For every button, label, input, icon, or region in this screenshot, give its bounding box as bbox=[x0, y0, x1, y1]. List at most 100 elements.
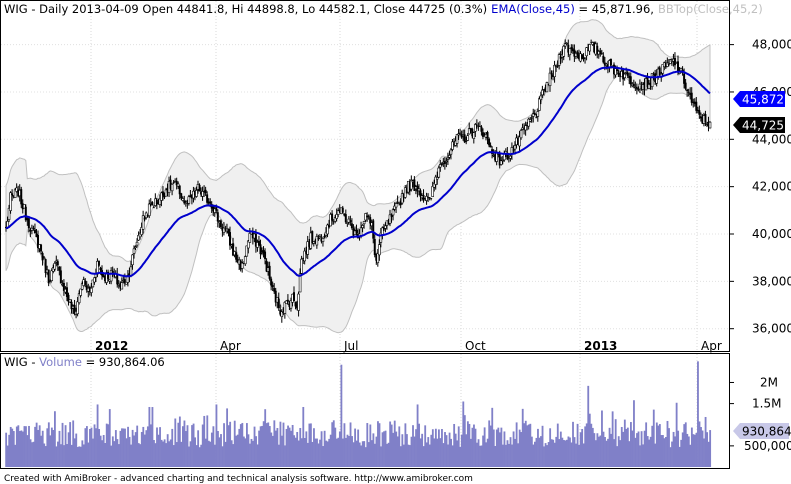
price-bar-body bbox=[475, 124, 478, 126]
price-bar-body bbox=[567, 44, 570, 53]
volume-bar bbox=[296, 432, 299, 467]
volume-bar bbox=[511, 444, 513, 467]
volume-bar bbox=[145, 430, 148, 467]
price-bar-body bbox=[26, 218, 29, 221]
price-bar-body bbox=[640, 85, 643, 90]
volume-bar bbox=[343, 423, 346, 467]
volume-bars bbox=[5, 361, 712, 467]
volume-bar bbox=[530, 436, 533, 467]
volume-bar bbox=[579, 432, 582, 467]
volume-bar bbox=[49, 435, 52, 467]
volume-bar bbox=[128, 436, 131, 467]
price-bar-body bbox=[134, 246, 137, 249]
price-bar-body bbox=[331, 213, 334, 221]
price-bar-body bbox=[435, 177, 439, 180]
volume-bar bbox=[477, 439, 480, 467]
price-bar-body bbox=[664, 63, 667, 68]
volume-bar bbox=[348, 435, 350, 467]
volume-axis-label: 2M bbox=[760, 375, 778, 389]
price-bar-body bbox=[632, 83, 635, 87]
volume-bar bbox=[657, 425, 660, 467]
volume-bar bbox=[265, 423, 268, 467]
volume-bar bbox=[474, 428, 477, 467]
volume-bar bbox=[134, 432, 137, 467]
volume-bar bbox=[392, 432, 395, 467]
price-bar-body bbox=[527, 118, 530, 127]
volume-bar bbox=[457, 426, 460, 467]
price-bar-body bbox=[550, 73, 553, 75]
price-bar-body bbox=[576, 52, 579, 56]
volume-bar bbox=[366, 423, 369, 467]
volume-bar bbox=[706, 432, 709, 467]
volume-bar bbox=[562, 439, 565, 467]
volume-bar bbox=[658, 424, 661, 467]
price-bar-body bbox=[262, 250, 265, 254]
volume-bar bbox=[261, 425, 264, 467]
price-bar-body bbox=[166, 188, 169, 193]
volume-bar bbox=[165, 443, 168, 467]
price-bar-body bbox=[294, 301, 297, 307]
price-bar-body bbox=[300, 258, 303, 274]
volume-bar bbox=[537, 428, 539, 467]
volume-bar bbox=[450, 438, 453, 467]
price-bar-body bbox=[286, 299, 289, 302]
volume-bar bbox=[320, 431, 323, 467]
price-bar-body bbox=[277, 298, 280, 309]
volume-bar bbox=[215, 404, 218, 467]
volume-bar bbox=[180, 441, 183, 467]
price-bar-body bbox=[99, 267, 102, 271]
price-bar-body bbox=[635, 88, 638, 90]
date-tick-label: Apr bbox=[220, 339, 241, 353]
volume-bar bbox=[174, 418, 177, 467]
close-last-label-bg bbox=[733, 117, 785, 133]
volume-bar bbox=[534, 441, 536, 467]
volume-bar bbox=[509, 437, 512, 467]
volume-bar bbox=[102, 435, 105, 467]
volume-bar bbox=[311, 441, 314, 467]
price-bar-body bbox=[303, 250, 306, 262]
volume-bar bbox=[396, 436, 399, 467]
price-details: - Daily 2013-04-09 Open 44841.8, Hi 4489… bbox=[28, 2, 487, 16]
price-bar-body bbox=[593, 42, 596, 53]
volume-bar bbox=[518, 429, 521, 467]
volume-bar bbox=[241, 422, 244, 467]
volume-bar bbox=[358, 442, 361, 467]
price-bar-body bbox=[388, 214, 392, 224]
price-bar-body bbox=[90, 287, 93, 293]
price-bar-body bbox=[431, 186, 434, 197]
price-bar-body bbox=[308, 241, 311, 247]
price-bar-body bbox=[306, 241, 310, 255]
price-bar-body bbox=[499, 160, 503, 165]
volume-bar bbox=[456, 440, 459, 467]
volume-bar bbox=[300, 438, 303, 467]
volume-bar bbox=[139, 444, 142, 467]
price-bar-body bbox=[451, 141, 454, 150]
volume-bar bbox=[76, 446, 79, 467]
price-bar-body bbox=[430, 198, 433, 199]
price-bar-body bbox=[109, 270, 113, 282]
volume-bar bbox=[447, 444, 449, 467]
volume-bar bbox=[576, 423, 579, 467]
price-bar-body bbox=[382, 226, 385, 230]
volume-bar bbox=[227, 425, 230, 467]
volume-bar bbox=[313, 428, 315, 467]
volume-bar bbox=[491, 407, 494, 467]
volume-bar bbox=[413, 436, 416, 467]
price-bar-body bbox=[474, 124, 477, 132]
price-bar-body bbox=[320, 238, 323, 242]
price-panel-title: WIG - Daily 2013-04-09 Open 44841.8, Hi … bbox=[4, 2, 763, 16]
price-bars bbox=[5, 39, 712, 323]
volume-bar bbox=[325, 440, 328, 467]
volume-bar bbox=[626, 427, 629, 467]
price-bar-body bbox=[413, 179, 416, 191]
volume-bar bbox=[598, 436, 600, 467]
volume-bar bbox=[9, 426, 12, 467]
price-bar-body bbox=[465, 141, 468, 142]
volume-bar bbox=[14, 444, 17, 467]
volume-bar bbox=[424, 425, 427, 467]
price-bar-body bbox=[585, 47, 588, 57]
price-bar-body bbox=[628, 75, 631, 79]
price-bar-body bbox=[321, 238, 325, 242]
volume-bar bbox=[465, 434, 468, 467]
volume-bar bbox=[610, 433, 613, 467]
